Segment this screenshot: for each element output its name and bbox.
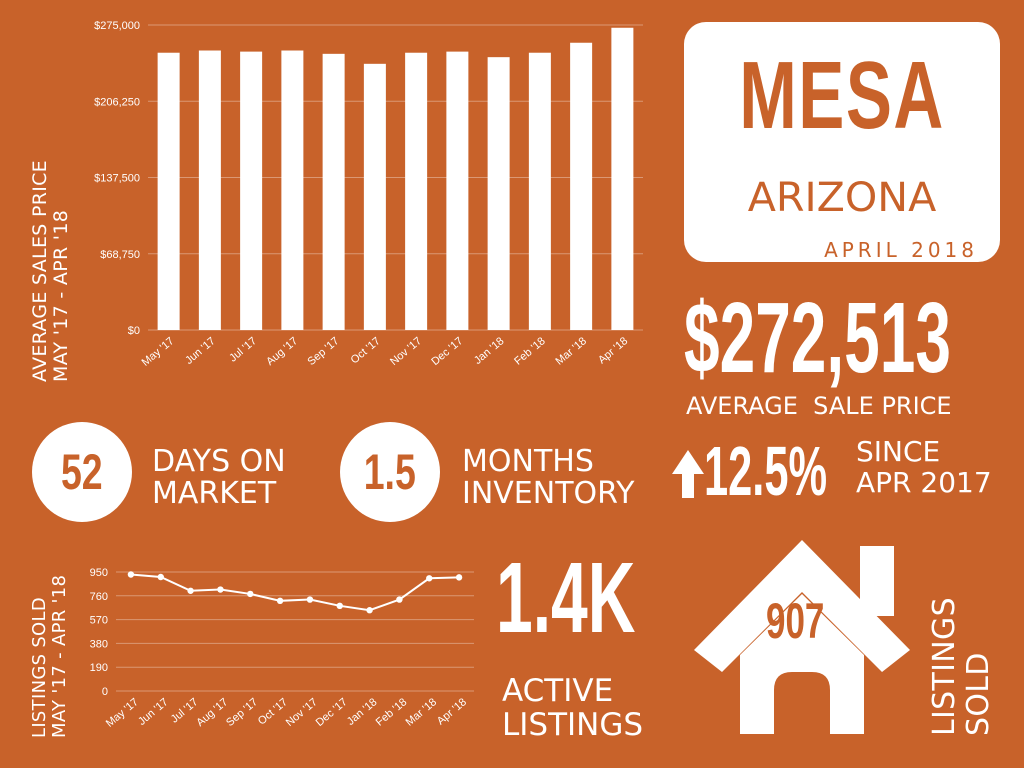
bar [487, 57, 510, 330]
price-change-label: SINCE APR 2017 [856, 436, 992, 498]
line-chart-ytick-label: 760 [90, 591, 108, 603]
bar [570, 42, 593, 330]
line-point [366, 607, 373, 614]
line-point [306, 596, 314, 603]
bar-chart-ytick-label: $68,750 [100, 249, 140, 261]
line-chart-xtick-label: Sep '17 [224, 696, 260, 729]
bar [405, 52, 428, 331]
price-change-label-line1: SINCE [856, 435, 941, 468]
title-card: MESA ARIZONA APRIL 2018 [684, 22, 1000, 262]
listings-sold-value: 907 [766, 593, 825, 649]
days-on-market-value: 52 [61, 444, 103, 500]
months-inventory-label-line2: INVENTORY [462, 476, 635, 511]
bar-chart-ytick-label: $137,500 [94, 173, 140, 185]
line-point [127, 571, 135, 578]
days-on-market-circle: 52 [32, 422, 132, 522]
months-inventory-label: MONTHS INVENTORY [462, 446, 634, 510]
listings-sold-label: LISTINGS SOLD [927, 597, 996, 736]
bar [198, 50, 221, 330]
bar [157, 52, 180, 331]
report-period: APRIL 2018 [824, 238, 978, 262]
average-sale-price-label: AVERAGE SALE PRICE [686, 392, 952, 420]
line-chart-ytick-label: 0 [102, 686, 108, 698]
line-chart-ytick-label: 190 [90, 662, 108, 674]
line-point [396, 596, 403, 603]
active-listings-label-line2: LISTINGS [502, 707, 644, 743]
line-point [336, 602, 343, 610]
line-point [455, 574, 463, 581]
bar [240, 51, 263, 330]
line-chart-xtick-label: Jun '17 [136, 696, 171, 728]
line-chart-xtick-label: Aug '17 [194, 696, 230, 729]
line-chart-xtick-label: May '17 [104, 696, 141, 730]
days-on-market-label-line1: DAYS ON [152, 444, 286, 479]
city-name: MESA [739, 42, 945, 149]
active-listings-value: 1.4K [496, 542, 636, 654]
bar [528, 52, 551, 331]
price-change-label-line2: APR 2017 [856, 466, 992, 499]
bar-chart-ytick-label: $0 [128, 325, 140, 337]
bar [281, 50, 304, 330]
state-name: ARIZONA [747, 175, 937, 221]
line-point [426, 575, 433, 582]
bar [611, 27, 634, 331]
average-sale-price-value: $272,513 [684, 282, 951, 394]
listings-sold-line [130, 573, 460, 612]
line-point [217, 586, 224, 593]
months-inventory-label-line1: MONTHS [462, 444, 594, 479]
days-on-market-label: DAYS ON MARKET [152, 446, 286, 510]
active-listings-label: ACTIVE LISTINGS [502, 674, 643, 742]
listings-sold-label-line2: SOLD [961, 652, 996, 736]
line-chart-xtick-label: Mar '18 [404, 696, 440, 729]
line-chart-ytick-label: 570 [90, 615, 108, 627]
bar [446, 51, 469, 330]
active-listings-label-line1: ACTIVE [502, 673, 614, 709]
line-chart-xtick-label: Jan '18 [345, 696, 380, 728]
months-inventory-value: 1.5 [363, 444, 417, 500]
line-chart-ytick-label: 950 [90, 567, 108, 579]
days-on-market-label-line2: MARKET [152, 476, 277, 511]
bar-chart-ytick-label: $206,250 [94, 96, 140, 108]
line-chart-xtick-label: Nov '17 [284, 696, 320, 729]
line-point [187, 587, 194, 594]
line-chart-xtick-label: Feb '18 [374, 696, 410, 729]
listings-sold-label-line1: LISTINGS [927, 597, 962, 736]
line-chart-xtick-label: Oct '17 [256, 696, 290, 727]
months-inventory-circle: 1.5 [340, 422, 440, 522]
line-point [247, 590, 254, 598]
bar [363, 63, 386, 331]
line-chart-ytick-label: 380 [90, 638, 108, 650]
line-chart-xtick-label: Dec '17 [314, 696, 350, 729]
bar-chart-ytick-label: $275,000 [94, 20, 140, 32]
line-point [276, 597, 284, 605]
line-chart-xtick-label: Apr '18 [435, 696, 469, 727]
line-point [157, 573, 164, 581]
bar [322, 53, 345, 330]
price-change-value: 12.5% [704, 432, 828, 510]
